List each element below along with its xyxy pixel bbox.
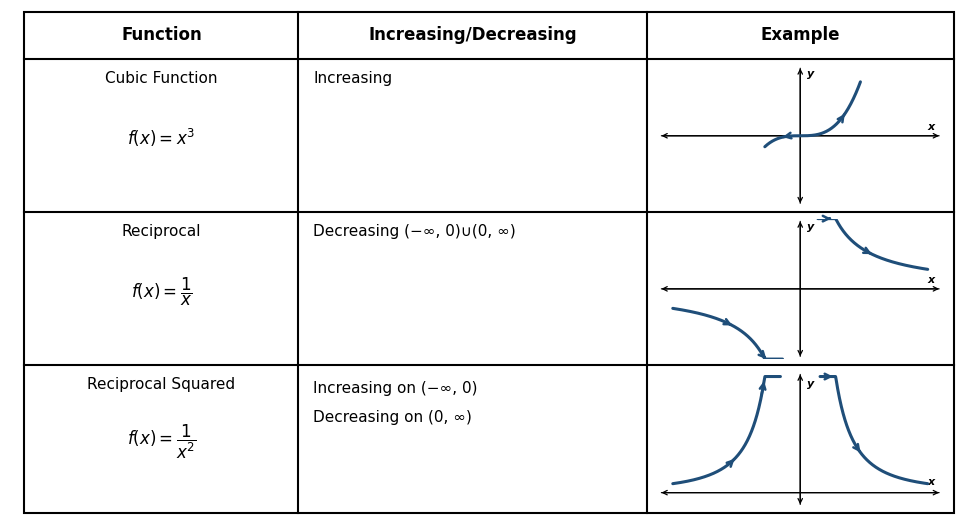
Text: Decreasing on (0, ∞): Decreasing on (0, ∞) [313,410,472,425]
Text: Reciprocal: Reciprocal [122,224,201,239]
Text: Reciprocal Squared: Reciprocal Squared [88,377,236,392]
Text: $f(x) = \dfrac{1}{x}$: $f(x) = \dfrac{1}{x}$ [131,276,192,308]
Text: y: y [807,379,814,389]
Text: Decreasing (−∞, 0)∪(0, ∞): Decreasing (−∞, 0)∪(0, ∞) [313,224,516,239]
Text: Increasing on (−∞, 0): Increasing on (−∞, 0) [313,381,478,396]
Text: $f(x) = x^3$: $f(x) = x^3$ [128,128,196,150]
Text: Function: Function [121,26,202,45]
Text: Increasing/Decreasing: Increasing/Decreasing [369,26,577,45]
Text: x: x [927,122,935,132]
Text: Cubic Function: Cubic Function [105,71,217,86]
Text: Increasing: Increasing [313,71,392,86]
Text: x: x [927,477,935,487]
Text: y: y [807,69,814,79]
Text: y: y [807,222,814,232]
Text: Example: Example [760,26,840,45]
Text: x: x [927,275,935,286]
Text: $f(x) = \dfrac{1}{x^2}$: $f(x) = \dfrac{1}{x^2}$ [127,423,196,461]
